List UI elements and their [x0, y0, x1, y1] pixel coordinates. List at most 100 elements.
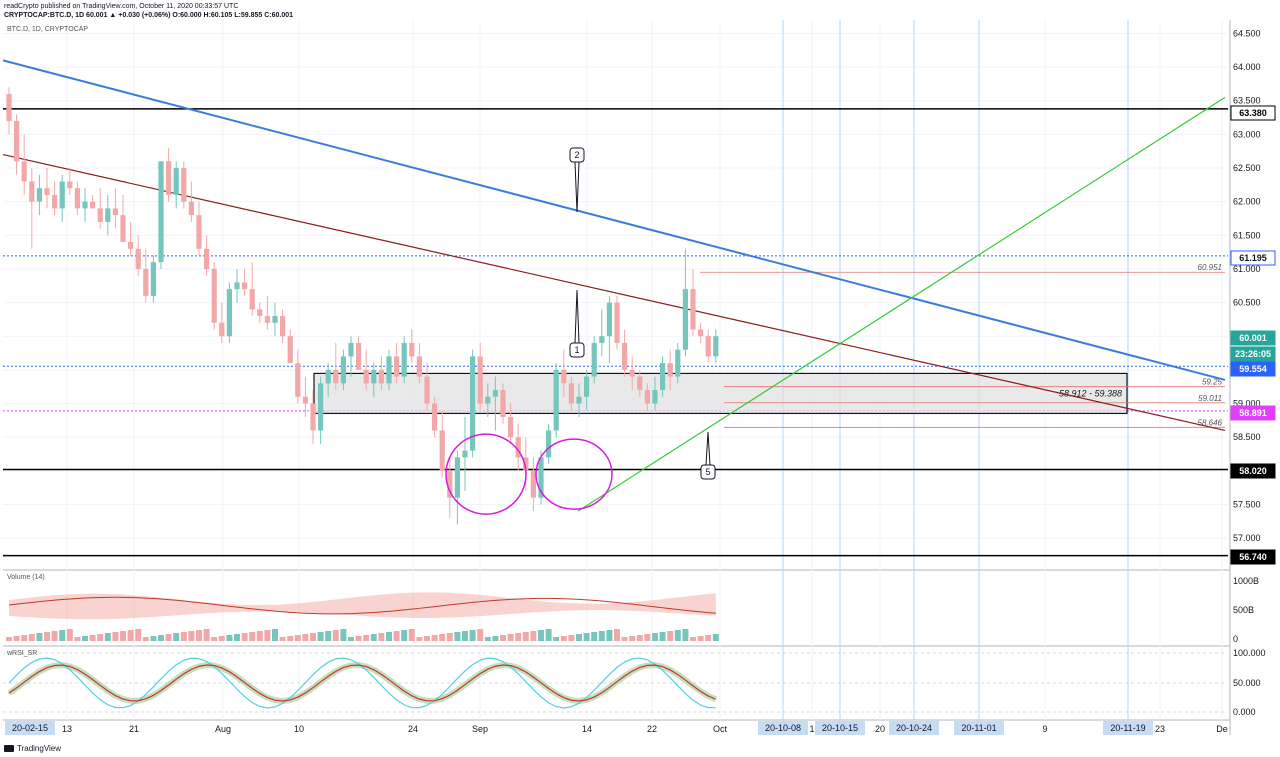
volume-bar — [363, 635, 370, 641]
volume-bar — [256, 631, 263, 641]
candle-body — [249, 289, 255, 310]
candle-body — [173, 168, 179, 195]
candle-body — [36, 188, 42, 202]
volume-bar — [294, 635, 301, 641]
volume-ma-line — [8, 596, 716, 615]
volume-bar — [104, 633, 111, 641]
trendline-green — [577, 96, 1226, 512]
candle-body — [242, 282, 248, 290]
rsi-line — [8, 657, 716, 709]
x-tick-label: 1 — [809, 724, 814, 734]
y-tick-label: 63.500 — [1233, 96, 1261, 106]
volume-bar — [462, 631, 468, 641]
level-label: 59.25 — [1202, 378, 1223, 387]
volume-bar — [66, 629, 73, 641]
volume-bar — [484, 637, 491, 641]
candle-body — [52, 194, 58, 209]
candle-body — [698, 329, 704, 337]
date-badge-label: 20-10-08 — [765, 723, 801, 733]
volume-bar — [629, 636, 636, 641]
callout-pointer — [574, 289, 578, 344]
candle-body — [614, 302, 620, 343]
price-badge — [1230, 346, 1276, 362]
candle-body — [561, 369, 567, 384]
y-tick-label: 62.500 — [1233, 163, 1261, 173]
x-tick-label: 9 — [1042, 724, 1047, 734]
volume-bar — [454, 632, 461, 641]
volume-bar — [401, 630, 408, 641]
volume-bar — [522, 632, 529, 641]
candle-body — [546, 430, 552, 458]
volume-bar — [112, 632, 119, 641]
date-badge-label: 20-02-15 — [12, 723, 48, 733]
volume-bar — [89, 635, 96, 641]
volume-y-tick: 1000B — [1233, 576, 1259, 586]
trendline-red — [2, 153, 1226, 432]
volume-bar — [348, 637, 354, 641]
volume-bar — [120, 631, 126, 641]
rsi-label: wRSI_SR — [7, 650, 38, 657]
date-badge-label: 20-11-19 — [1110, 723, 1145, 733]
candle-body — [401, 342, 407, 377]
volume-bar — [545, 629, 552, 641]
x-tick-label: 13 — [62, 724, 72, 734]
candle-body — [690, 289, 696, 330]
candle-body — [386, 356, 392, 384]
candle-body — [181, 168, 187, 202]
volume-bar — [158, 635, 164, 641]
volume-bar — [652, 633, 658, 641]
candle-body — [682, 289, 688, 350]
price-badge — [1230, 250, 1276, 266]
candle-body — [538, 457, 544, 498]
candle-body — [675, 349, 681, 377]
symbol-line: CRYPTOCAP:BTC.D, 1D 60.001 ▲ +0.030 (+0.… — [4, 12, 294, 19]
volume-bar — [424, 636, 430, 641]
candle-body — [143, 268, 149, 296]
volume-bar — [500, 635, 506, 641]
candle-body — [599, 336, 605, 343]
y-tick-label: 58.500 — [1233, 432, 1261, 442]
volume-bar — [302, 634, 309, 641]
price-badge — [1230, 361, 1276, 377]
candle-body — [576, 396, 582, 404]
volume-bar — [477, 629, 484, 641]
volume-bar — [36, 633, 43, 641]
date-badge — [1103, 721, 1153, 735]
candle-body — [67, 181, 73, 189]
y-tick-label: 59.000 — [1233, 399, 1261, 409]
callout-pointer — [707, 431, 711, 466]
candle-body — [356, 342, 362, 370]
candle-body — [211, 268, 217, 323]
volume-bar — [135, 629, 142, 641]
volume-bar — [203, 629, 210, 641]
candle-body — [530, 470, 536, 498]
date-badge-label: 20-10-24 — [896, 723, 932, 733]
candle-body — [667, 363, 673, 377]
candle-body — [295, 363, 301, 397]
volume-bar — [690, 637, 696, 641]
candle-body — [74, 188, 80, 209]
date-badge-label: 20-10-15 — [822, 723, 858, 733]
volume-bar — [173, 633, 180, 641]
rsi-y-tick: 0.000 — [1233, 707, 1256, 717]
volume-cloud — [9, 592, 716, 620]
candle-body — [454, 457, 460, 498]
volume-bar — [272, 629, 278, 641]
candle-body — [120, 215, 126, 243]
volume-bar — [340, 629, 347, 641]
volume-bar — [674, 630, 681, 641]
candle-body — [447, 470, 453, 498]
volume-bar — [492, 636, 499, 641]
callout-pointer — [574, 161, 578, 213]
volume-bar — [332, 630, 339, 641]
volume-bar — [606, 630, 613, 641]
candle-body — [166, 161, 172, 195]
candle-body — [492, 390, 498, 397]
callout-pointer — [705, 431, 709, 466]
date-badge — [889, 721, 939, 735]
candle-body — [409, 342, 415, 357]
trendline-blue — [2, 59, 1226, 381]
volume-bar — [180, 632, 187, 641]
level-label: 59.011 — [1198, 394, 1222, 403]
